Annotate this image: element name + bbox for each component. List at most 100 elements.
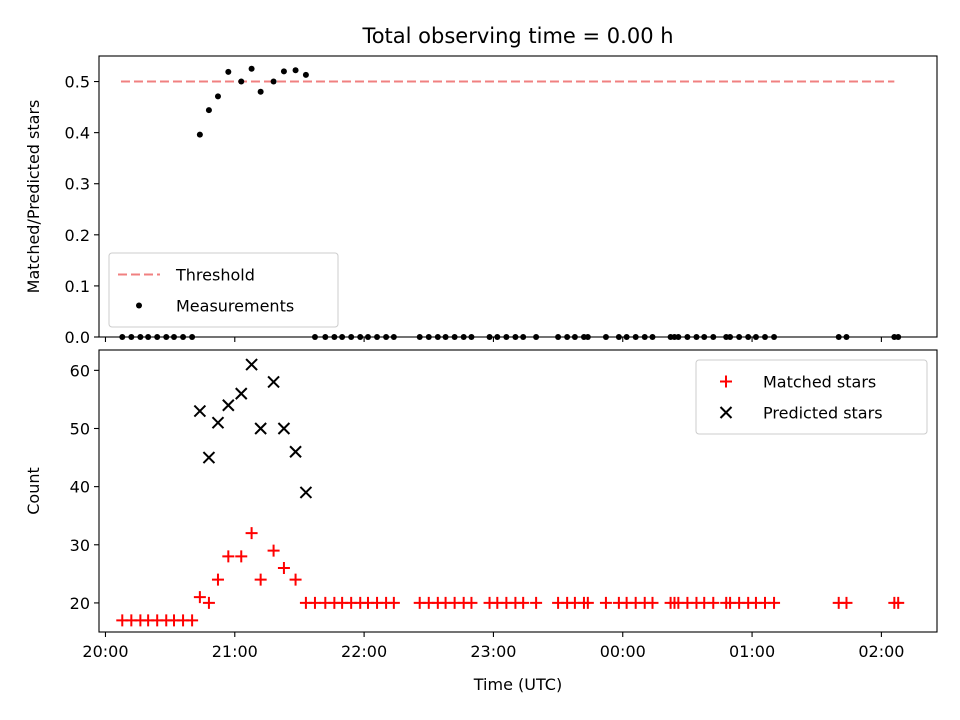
- predicted-star-point: [254, 422, 267, 435]
- measurement-point: [154, 334, 161, 340]
- y-tick-label: 0.0: [65, 328, 90, 347]
- x-tick-label: 02:00: [858, 642, 904, 661]
- y-tick-label: 0.2: [65, 226, 90, 245]
- measurement-point: [280, 68, 287, 75]
- x-tick-label: 00:00: [600, 642, 646, 661]
- predicted-star-point: [299, 486, 313, 499]
- measurement-point: [762, 334, 769, 340]
- matched-star-point: [465, 596, 478, 609]
- measurement-point: [460, 334, 467, 340]
- measurement-point: [632, 334, 639, 340]
- measurement-point: [348, 334, 355, 340]
- measurement-point: [196, 131, 203, 138]
- matched-star-point: [599, 596, 612, 609]
- matched-star-point: [235, 550, 248, 563]
- measurement-point: [675, 334, 682, 340]
- measurement-point: [555, 334, 562, 340]
- measurement-point: [128, 334, 135, 340]
- matched-star-point: [277, 562, 290, 575]
- measurement-point: [238, 78, 245, 85]
- bottom-panel: 20 30 40 50 60 20:00 21:00 22:00 23:00 00:00 01:00…: [24, 349, 938, 694]
- measurement-point: [843, 334, 850, 340]
- legend-handle: [136, 302, 142, 309]
- matched-star-point: [581, 596, 594, 609]
- measurement-point: [364, 334, 371, 340]
- measurement-point: [214, 93, 221, 100]
- measurement-point: [434, 334, 441, 340]
- predicted-star-point: [211, 416, 225, 429]
- measurement-point: [623, 334, 630, 340]
- measurement-point: [520, 334, 527, 340]
- measurement-point: [533, 334, 540, 340]
- matched-star-point: [646, 596, 659, 609]
- matched-star-point: [289, 573, 302, 586]
- matched-star-point: [222, 550, 235, 563]
- measurement-point: [339, 334, 346, 340]
- y-tick-label: 20: [70, 594, 90, 613]
- x-tick-label: 01:00: [729, 642, 775, 661]
- measurement-point: [641, 334, 648, 340]
- predicted-star-point: [277, 422, 291, 435]
- data-layer: [116, 358, 905, 627]
- measurement-point: [745, 334, 752, 340]
- measurement-point: [571, 334, 578, 340]
- measurement-point: [442, 334, 449, 340]
- x-tick-label: 20:00: [82, 642, 128, 661]
- measurement-point: [684, 334, 691, 340]
- legend-label: Predicted stars: [763, 404, 883, 423]
- measurement-point: [584, 334, 591, 340]
- matched-star-point: [768, 596, 781, 609]
- matched-star-point: [892, 596, 905, 609]
- predicted-star-point: [193, 404, 207, 418]
- measurement-point: [710, 334, 717, 340]
- y-tick-label: 30: [70, 536, 90, 555]
- y-tick-label: 0.1: [65, 277, 90, 296]
- matched-star-point: [202, 596, 215, 609]
- figure-title: Total observing time = 0.00 h: [361, 24, 673, 48]
- measurement-point: [451, 334, 458, 340]
- matched-star-point: [707, 596, 720, 609]
- legend-box: [695, 359, 928, 435]
- measurement-point: [835, 334, 842, 340]
- measurement-point: [205, 107, 212, 114]
- legend-box: [108, 252, 339, 328]
- measurement-point: [163, 334, 170, 340]
- x-tick-label: 22:00: [341, 642, 387, 661]
- measurement-point: [615, 334, 622, 340]
- x-tick-label: 23:00: [470, 642, 516, 661]
- y-tick-label: 0.5: [65, 73, 90, 92]
- y-axis-label: Matched/Predicted stars: [24, 100, 43, 294]
- legend-label: Threshold: [175, 266, 255, 285]
- y-tick-label: 40: [70, 478, 90, 497]
- measurement-point: [649, 334, 656, 340]
- legend-handle: [719, 406, 733, 419]
- measurement-point: [248, 65, 255, 72]
- predicted-star-point: [289, 445, 302, 458]
- measurement-point: [331, 334, 338, 340]
- measurement-point: [322, 334, 329, 340]
- measurement-point: [357, 334, 364, 340]
- measurement-point: [189, 334, 196, 340]
- x-tick-label: 21:00: [212, 642, 258, 661]
- measurement-point: [602, 334, 609, 340]
- measurement-point: [701, 334, 708, 340]
- legend: Threshold Measurements: [108, 252, 339, 328]
- measurement-point: [119, 334, 126, 340]
- measurement-point: [727, 334, 734, 340]
- matched-star-point: [254, 573, 267, 586]
- matched-star-point: [517, 596, 530, 609]
- measurement-point: [895, 334, 902, 340]
- measurement-point: [564, 334, 571, 340]
- measurement-point: [771, 334, 778, 340]
- predicted-star-point: [222, 399, 235, 412]
- matched-star-point: [267, 544, 280, 557]
- measurement-point: [390, 334, 397, 340]
- matched-star-point: [530, 596, 543, 609]
- measurement-point: [302, 71, 309, 78]
- measurement-point: [171, 334, 178, 340]
- y-tick-label: 0.4: [65, 124, 90, 143]
- legend-handle: [720, 375, 732, 388]
- matched-star-point: [245, 527, 258, 540]
- measurement-point: [468, 334, 475, 340]
